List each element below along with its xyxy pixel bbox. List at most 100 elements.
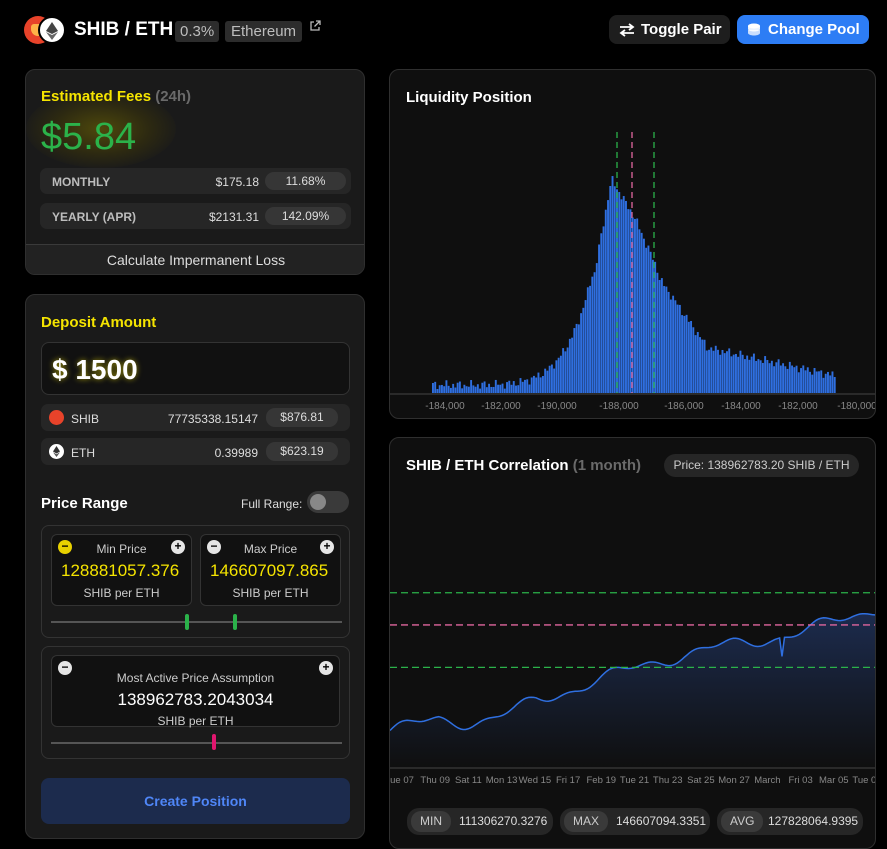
token-quantity: 0.39989 <box>214 446 258 460</box>
full-range-toggle[interactable] <box>307 491 349 513</box>
pair-logo <box>24 16 68 44</box>
x-tick-label: ue 07 <box>390 775 414 786</box>
liquidity-bar <box>663 286 666 393</box>
toggle-pair-button[interactable]: Toggle Pair <box>609 15 730 44</box>
liquidity-bar <box>665 286 668 393</box>
liquidity-bar <box>654 261 657 393</box>
liquidity-bar <box>694 335 697 393</box>
deposit-amount-input[interactable]: $ 1500 <box>41 342 350 395</box>
x-tick-label: Thu 23 <box>653 775 683 786</box>
liquidity-bar <box>472 385 475 393</box>
liquidity-bar <box>494 379 497 393</box>
min-price-increment-button[interactable]: + <box>171 540 185 554</box>
active-price-decrement-button[interactable]: − <box>58 661 72 675</box>
liquidity-bar <box>553 368 556 393</box>
max-price-box: − + Max Price 146607097.865 SHIB per ETH <box>200 534 341 606</box>
liquidity-bar <box>696 332 699 393</box>
liquidity-bar <box>683 315 686 393</box>
liquidity-bar <box>791 365 794 393</box>
liquidity-bar <box>723 353 726 393</box>
liquidity-bar <box>820 370 823 393</box>
liquidity-bar <box>501 383 504 393</box>
liquidity-bar <box>634 218 636 393</box>
max-stat-value: 146607094.3351 <box>616 814 707 828</box>
liquidity-chart: -184,000 -182,000 -190,000 -188,000 -186,000… <box>390 132 875 412</box>
max-price-increment-button[interactable]: + <box>320 540 334 554</box>
liquidity-bar <box>714 345 717 393</box>
liquidity-bar <box>806 367 809 393</box>
liquidity-bar <box>604 209 607 393</box>
max-price-input[interactable]: 146607097.865 <box>210 561 329 580</box>
liquidity-bar <box>804 370 807 393</box>
liquidity-bar <box>508 380 511 393</box>
min-price-slider-handle[interactable] <box>185 614 189 630</box>
liquidity-bar <box>503 388 506 393</box>
liquidity-bar <box>434 381 437 393</box>
liquidity-bar <box>461 388 464 393</box>
liquidity-bar <box>692 327 695 393</box>
liquidity-bar <box>535 377 538 393</box>
deposit-amount-value: $ 1500 <box>52 354 138 385</box>
x-tick-label: Mon 13 <box>486 775 518 786</box>
token-usd-value: $623.19 <box>266 442 338 461</box>
min-price-input[interactable]: 128881057.376 <box>61 561 180 580</box>
x-tick-label: Thu 09 <box>420 775 450 786</box>
max-price-slider-handle[interactable] <box>233 614 237 630</box>
liquidity-bar <box>690 320 693 393</box>
price-range-slider-track[interactable] <box>51 621 342 623</box>
liquidity-bar <box>449 387 452 393</box>
liquidity-bar <box>726 351 728 393</box>
liquidity-bar <box>447 385 450 393</box>
liquidity-bar <box>766 360 769 393</box>
liquidity-bar <box>470 380 473 393</box>
liquidity-bar <box>770 360 773 393</box>
liquidity-bar <box>703 339 706 393</box>
change-pool-button[interactable]: Change Pool <box>737 15 869 44</box>
token-row-eth: ETH 0.39989 $623.19 <box>41 438 350 465</box>
liquidity-bar <box>440 384 443 393</box>
liquidity-bar <box>467 386 470 393</box>
liquidity-bar <box>607 200 609 393</box>
active-price-slider-handle[interactable] <box>212 734 216 750</box>
calculate-impermanent-loss-button[interactable]: Calculate Impermanent Loss <box>26 244 364 274</box>
liquidity-bar <box>793 367 796 393</box>
eth-icon <box>49 444 64 459</box>
liquidity-bar <box>438 385 441 393</box>
liquidity-bar <box>602 226 605 393</box>
x-tick-label: -184,000 <box>425 401 465 412</box>
liquidity-bar <box>555 360 558 393</box>
liquidity-bar <box>575 323 578 393</box>
x-tick-label: Wed 15 <box>519 775 552 786</box>
liquidity-bar <box>591 276 594 393</box>
correlation-title-label: SHIB / ETH Correlation <box>406 457 569 474</box>
active-price-input[interactable]: 138962783.2043034 <box>117 690 274 709</box>
liquidity-bar <box>712 350 715 393</box>
liquidity-bar <box>739 350 742 393</box>
liquidity-bar <box>746 355 749 393</box>
x-tick-label: -182,000 <box>481 401 521 412</box>
liquidity-bar <box>685 314 688 393</box>
liquidity-bar <box>517 385 520 393</box>
liquidity-bar <box>737 356 740 393</box>
avg-stat: AVG 127828064.9395 <box>717 808 863 835</box>
create-position-button[interactable]: Create Position <box>41 778 350 824</box>
monthly-amount: $175.18 <box>215 175 259 189</box>
liquidity-bar <box>824 373 827 393</box>
liquidity-bar <box>773 366 776 393</box>
yearly-amount: $2131.31 <box>208 210 259 224</box>
min-price-decrement-button[interactable]: − <box>58 540 72 554</box>
liquidity-bar <box>701 339 704 393</box>
liquidity-bar <box>743 359 746 393</box>
max-price-decrement-button[interactable]: − <box>207 540 221 554</box>
deposit-card: Deposit Amount $ 1500 SHIB 77735338.1514… <box>25 294 365 839</box>
external-link-icon[interactable] <box>309 20 321 32</box>
liquidity-bar <box>512 381 515 393</box>
x-tick-label: -190,000 <box>537 401 577 412</box>
active-price-slider-track[interactable] <box>51 742 342 744</box>
x-tick-label: -186,000 <box>664 401 704 412</box>
liquidity-bar <box>499 384 502 393</box>
liquidity-position-title: Liquidity Position <box>406 89 532 106</box>
x-tick-label: Tue 21 <box>620 775 649 786</box>
min-price-unit: SHIB per ETH <box>83 586 160 600</box>
active-price-increment-button[interactable]: + <box>319 661 333 675</box>
